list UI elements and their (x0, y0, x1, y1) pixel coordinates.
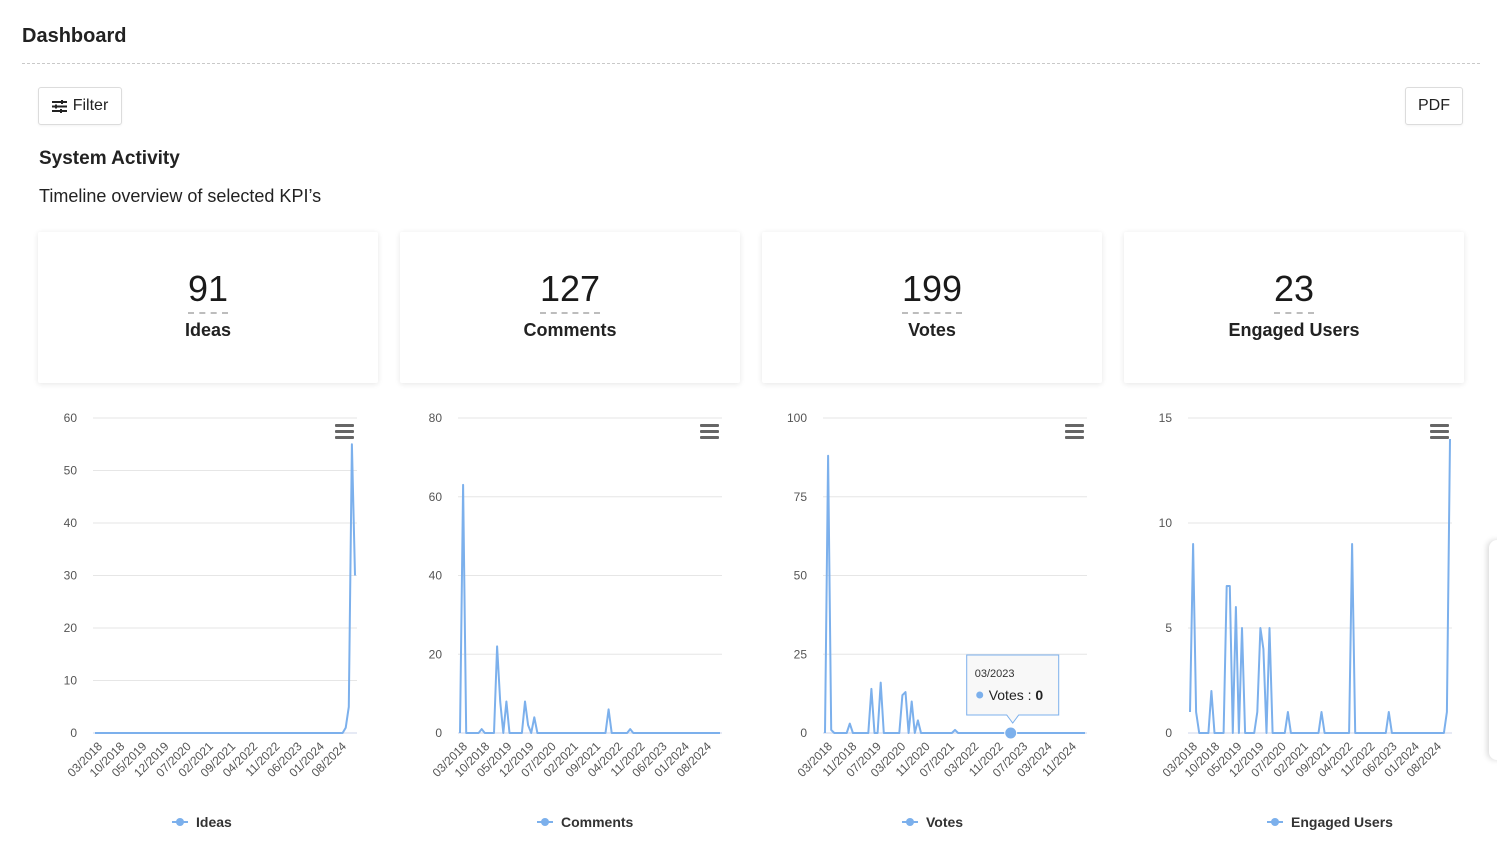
legend-label: Engaged Users (1291, 814, 1393, 830)
series-line (95, 443, 356, 734)
y-tick-label: 80 (429, 411, 443, 425)
chart-votes: 0 25 50 75 100 03/2018 11/2018 07/2019 03/2020 11… (760, 400, 1120, 840)
y-tick-label: 20 (64, 621, 78, 635)
tooltip: 03/2023 Votes : 0 (966, 654, 1060, 724)
legend-marker (176, 818, 184, 826)
y-tick-label: 60 (64, 411, 78, 425)
chart-menu-icon[interactable] (335, 424, 354, 439)
legend-item[interactable]: Ideas (172, 814, 232, 830)
legend-marker (541, 818, 549, 826)
menu-bar (700, 430, 719, 433)
y-tick-label: 100 (787, 411, 807, 425)
title-divider (22, 63, 1480, 64)
menu-bar (1430, 424, 1449, 427)
kpi-value[interactable]: 23 (1273, 270, 1315, 314)
section-title: System Activity (39, 148, 180, 169)
menu-bar (700, 424, 719, 427)
y-tick-label: 0 (435, 726, 442, 740)
section-subtitle: Timeline overview of selected KPI’s (39, 186, 322, 206)
chart-svg: 025507510003/201811/201807/201903/202011… (787, 411, 1087, 830)
kpi-label: Ideas (184, 320, 232, 340)
filter-button[interactable]: Filter (38, 87, 122, 125)
chart-menu-icon[interactable] (700, 424, 719, 439)
kpi-label: Engaged Users (1228, 320, 1360, 340)
kpi-card-votes: 199 Votes (762, 232, 1102, 383)
y-tick-label: 20 (429, 647, 443, 661)
pdf-button[interactable]: PDF (1405, 87, 1463, 125)
hover-point-marker (1004, 726, 1018, 740)
sliders-icon (51, 99, 67, 113)
legend-item[interactable]: Engaged Users (1267, 814, 1393, 830)
legend-label: Votes (926, 814, 963, 830)
kpi-value[interactable]: 199 (901, 270, 963, 314)
series-line (1189, 438, 1451, 734)
legend-label: Ideas (196, 814, 232, 830)
tooltip-marker (976, 691, 984, 699)
y-tick-label: 0 (800, 726, 807, 740)
kpi-value[interactable]: 91 (187, 270, 229, 314)
menu-bar (335, 424, 354, 427)
legend-item[interactable]: Votes (902, 814, 963, 830)
menu-bar (1430, 436, 1449, 439)
y-tick-label: 0 (1165, 726, 1172, 740)
filter-button-label: Filter (72, 97, 109, 114)
pdf-button-label: PDF (1418, 97, 1450, 114)
chart-menu-icon[interactable] (1065, 424, 1084, 439)
chart-comments: 0 20 40 60 80 03/2018 10/2018 05/2019 12/2019 07/… (395, 400, 755, 840)
y-tick-label: 5 (1165, 621, 1172, 635)
menu-bar (335, 436, 354, 439)
y-tick-label: 75 (794, 490, 808, 504)
chart-svg: 02040608003/201810/201805/201912/201907/… (429, 411, 722, 830)
chart-ideas: 0 10 20 30 40 50 60 03/2018 10/2018 05/2019 12/201… (30, 400, 390, 840)
y-tick-label: 15 (1159, 411, 1173, 425)
chart-svg: 05101503/201810/201805/201912/201907/202… (1159, 411, 1452, 830)
y-tick-label: 0 (70, 726, 77, 740)
series-line (459, 483, 720, 734)
kpi-label: Comments (523, 320, 617, 340)
legend-label: Comments (561, 814, 634, 830)
kpi-value[interactable]: 127 (539, 270, 601, 314)
chart-svg: 010203040506003/201810/201805/201912/201… (64, 411, 357, 830)
menu-bar (335, 430, 354, 433)
y-tick-label: 60 (429, 490, 443, 504)
y-tick-label: 10 (64, 674, 78, 688)
menu-bar (700, 436, 719, 439)
kpi-card-engaged-users: 23 Engaged Users (1124, 232, 1464, 383)
y-tick-label: 30 (64, 569, 78, 583)
y-tick-label: 25 (794, 647, 808, 661)
menu-bar (1065, 430, 1084, 433)
y-tick-label: 50 (64, 464, 78, 478)
menu-bar (1430, 430, 1449, 433)
legend-marker (1271, 818, 1279, 826)
y-tick-label: 50 (794, 569, 808, 583)
y-tick-label: 10 (1159, 516, 1173, 530)
series-line (824, 454, 1085, 734)
kpi-label: Votes (908, 320, 956, 340)
kpi-card-ideas: 91 Ideas (38, 232, 378, 383)
tooltip-box (966, 654, 1060, 724)
legend-item[interactable]: Comments (537, 814, 634, 830)
y-tick-label: 40 (429, 569, 443, 583)
legend-marker (906, 818, 914, 826)
y-tick-label: 40 (64, 516, 78, 530)
chart-menu-icon[interactable] (1430, 424, 1449, 439)
tooltip-date: 03/2023 (975, 668, 1015, 680)
page-title: Dashboard (22, 25, 127, 47)
kpi-card-comments: 127 Comments (400, 232, 740, 383)
chart-engaged-users: 0 5 10 15 03/2018 10/2018 05/2019 12/2019 07/202… (1125, 400, 1485, 840)
menu-bar (1065, 424, 1084, 427)
tooltip-value: Votes : 0 (989, 687, 1044, 703)
side-panel-tab[interactable] (1489, 540, 1497, 760)
menu-bar (1065, 436, 1084, 439)
